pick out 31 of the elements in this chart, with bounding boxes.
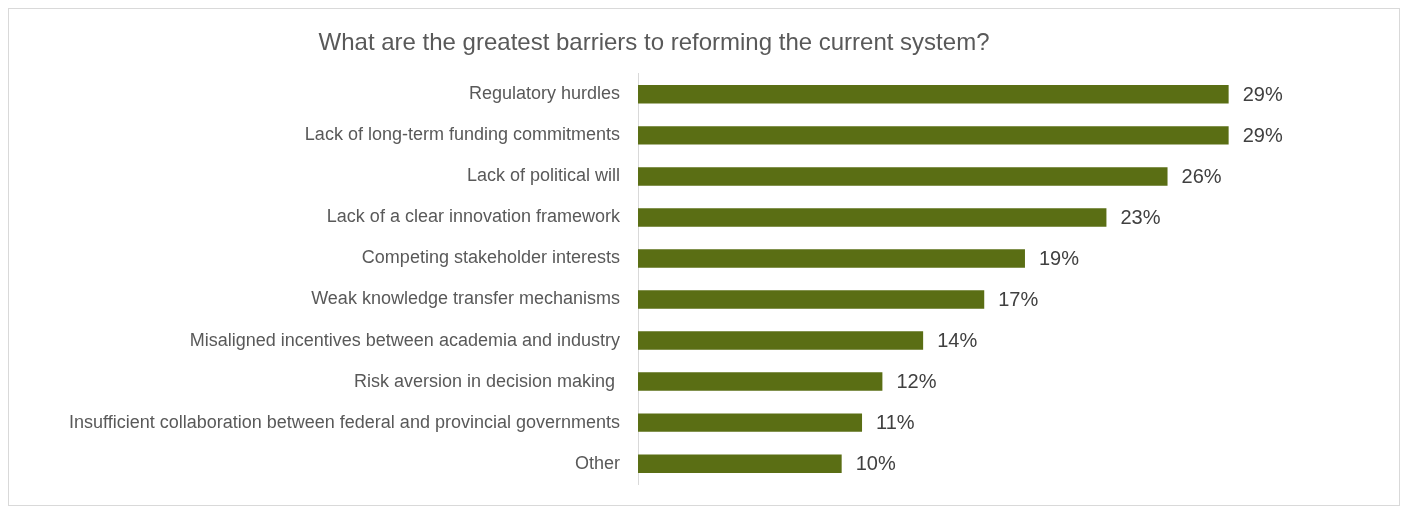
y-tick-label: Lack of a clear innovation framework [326, 206, 621, 227]
y-tick-label: Competing stakeholder interests [361, 247, 620, 268]
data-label: 14% [937, 329, 978, 352]
y-tick-label: Risk aversion in decision making [353, 370, 620, 391]
y-tick-label: Misaligned incentives between academia and industry [189, 329, 620, 350]
data-label: 11% [876, 411, 915, 434]
data-label: 10% [855, 452, 896, 475]
bar [638, 208, 1107, 227]
bar [638, 85, 1229, 104]
bar [638, 126, 1229, 145]
bar [638, 331, 924, 350]
y-tick-label: Lack of long-term funding commitments [304, 124, 620, 145]
data-label: 23% [1120, 205, 1161, 228]
bar [638, 372, 883, 391]
data-label: 12% [896, 370, 937, 393]
bar [638, 413, 863, 432]
y-tick-label: Insufficient collaboration between federal and provincial governments [68, 411, 620, 432]
data-label: 26% [1181, 164, 1222, 187]
chart-title: What are the greatest barriers to reforming the current system? [318, 28, 990, 56]
data-label: 19% [1038, 247, 1080, 269]
y-tick-label: Other [574, 452, 620, 473]
bar [638, 249, 1025, 268]
data-label: 29% [1242, 82, 1283, 105]
y-tick-label: Lack of political will [466, 165, 620, 186]
data-label: 17% [998, 288, 1039, 311]
data-label: 29% [1242, 123, 1283, 146]
bar [638, 290, 985, 309]
y-tick-label: Regulatory hurdles [468, 83, 620, 104]
bar [638, 454, 842, 473]
y-tick-label: Weak knowledge transfer mechanisms [311, 288, 620, 309]
bar [638, 167, 1168, 186]
